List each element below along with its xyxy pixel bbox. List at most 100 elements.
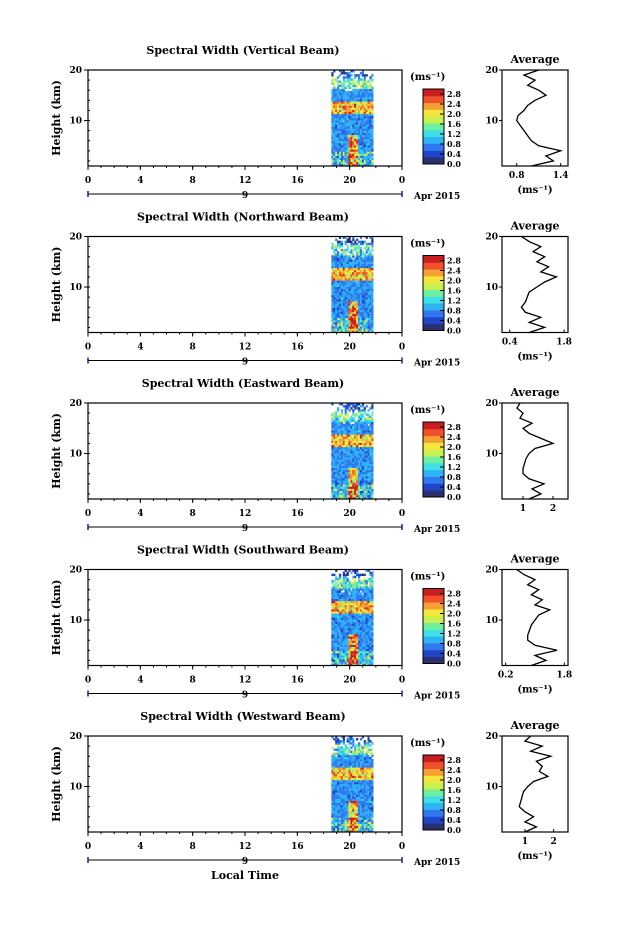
heatmap-cell <box>359 607 363 610</box>
heatmap-cell <box>359 253 363 256</box>
heatmap-cell <box>356 309 359 312</box>
heatmap-cell <box>335 827 338 831</box>
heatmap-cell <box>352 436 355 439</box>
heatmap-cell <box>367 577 370 581</box>
heatmap-cell <box>346 118 349 121</box>
heatmap-cell <box>338 90 342 94</box>
heatmap-cell <box>344 819 347 822</box>
heatmap-cell <box>369 305 372 308</box>
heatmap-cell <box>359 809 363 812</box>
heatmap-cell <box>335 440 338 443</box>
heatmap-cell <box>335 638 338 641</box>
heatmap-cell <box>367 88 370 92</box>
heatmap-cell <box>335 326 338 329</box>
heatmap-cell <box>350 407 353 410</box>
heatmap-cell <box>331 80 334 83</box>
heatmap-cell <box>361 473 364 477</box>
heatmap-cell <box>363 92 366 96</box>
heatmap-cell <box>335 469 338 473</box>
heatmap-cell <box>348 113 351 117</box>
heatmap-cell <box>369 573 372 577</box>
panel-0: Spectral Width (Vertical Beam)2010Height… <box>50 44 569 202</box>
heatmap-cell <box>354 794 357 797</box>
heatmap-cell <box>363 265 366 269</box>
heatmap-cell <box>340 763 344 766</box>
heatmap-cell <box>352 588 355 591</box>
x-tick-label: 0 <box>399 509 405 519</box>
heatmap-cell <box>350 611 353 614</box>
heatmap-cell <box>338 280 342 283</box>
heatmap-cell <box>338 157 342 161</box>
heatmap-cell <box>335 478 338 481</box>
colorbar-swatch <box>423 588 444 596</box>
heatmap-cell <box>342 453 345 456</box>
heatmap-cell <box>363 147 366 150</box>
heatmap-cell <box>335 829 338 833</box>
heatmap-cell <box>338 95 342 98</box>
heatmap-cell <box>338 159 342 163</box>
heatmap-cell <box>367 784 370 787</box>
heatmap-cell <box>371 646 374 650</box>
heatmap-cell <box>348 240 351 244</box>
heatmap-cell <box>342 259 345 262</box>
heatmap-cell <box>335 145 338 148</box>
heatmap-cell <box>369 259 372 262</box>
heatmap-cell <box>354 90 357 94</box>
heatmap-cell <box>357 742 361 745</box>
heatmap-cell <box>363 153 366 156</box>
heatmap-cell <box>333 463 336 466</box>
heatmap-cell <box>365 90 368 94</box>
heatmap-cell <box>346 249 349 252</box>
heatmap-cell <box>346 448 349 452</box>
heatmap-cell <box>344 436 347 439</box>
heatmap-cell <box>367 453 370 456</box>
heatmap-cell <box>367 655 370 658</box>
heatmap-cell <box>365 140 368 144</box>
heatmap-cell <box>365 761 368 764</box>
heatmap-cell <box>348 315 351 319</box>
heatmap-cell <box>337 819 340 822</box>
heatmap-cell <box>357 115 361 119</box>
heatmap-cell <box>335 313 338 317</box>
heatmap-cell <box>369 490 372 494</box>
heatmap-cell <box>357 147 361 150</box>
heatmap-cell <box>342 476 345 479</box>
heatmap-cell <box>342 769 345 772</box>
heatmap-cell <box>361 469 364 473</box>
heatmap-cell <box>357 103 361 106</box>
heatmap-cell <box>367 257 370 260</box>
heatmap-cells <box>331 569 374 666</box>
heatmap-cell <box>369 428 372 431</box>
heatmap-cell <box>361 652 364 656</box>
heatmap-cell <box>346 602 349 606</box>
heatmap-cell <box>352 284 355 287</box>
heatmap-cell <box>369 788 372 791</box>
heatmap-cell <box>357 632 361 635</box>
heatmap-cell <box>361 315 364 319</box>
heatmap-cell <box>365 128 368 131</box>
heatmap-cell <box>335 278 338 281</box>
heatmap-cell <box>357 278 361 281</box>
heatmap-cell <box>350 484 353 487</box>
heatmap-cell <box>354 761 357 764</box>
heatmap-cell <box>352 122 355 125</box>
heatmap-cell <box>356 600 359 604</box>
heatmap-cell <box>346 769 349 772</box>
heatmap-cell <box>365 476 368 479</box>
heatmap-cell <box>350 602 353 606</box>
heatmap-cell <box>352 425 355 429</box>
x-tick-label: 0 <box>399 343 405 353</box>
heatmap-cell <box>342 804 345 808</box>
heatmap-cell <box>357 480 361 483</box>
heatmap-cell <box>369 330 372 333</box>
heatmap-cell <box>367 307 370 310</box>
heatmap-cell <box>361 613 364 616</box>
heatmap-cell <box>342 644 345 648</box>
heatmap-cell <box>337 586 340 589</box>
heatmap-cell <box>357 623 361 627</box>
heatmap-cell <box>333 813 336 816</box>
heatmap-cell <box>346 655 349 658</box>
heatmap-cell <box>331 288 334 292</box>
heatmap-cell <box>331 140 334 144</box>
heatmap-cell <box>363 746 366 749</box>
